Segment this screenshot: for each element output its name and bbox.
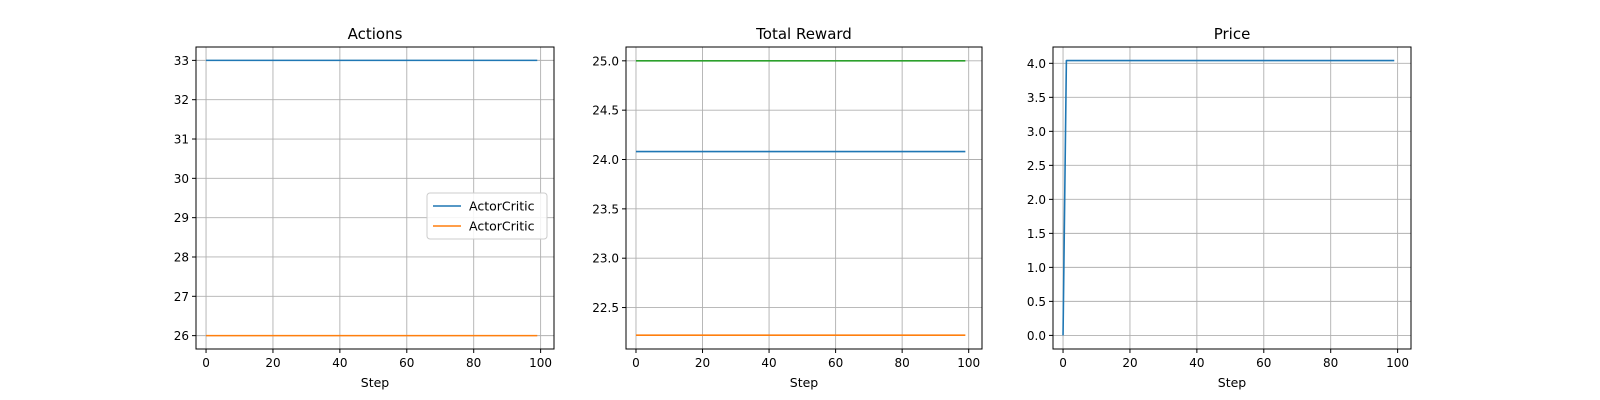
y-tick-label: 1.0 [1027, 261, 1046, 275]
y-tick-label: 0.0 [1027, 329, 1046, 343]
x-tick-label: 20 [695, 356, 710, 370]
legend-label: ActorCritic [469, 219, 535, 234]
x-axis-label: Step [790, 375, 819, 390]
y-tick-label: 31 [174, 133, 189, 147]
y-tick-label: 0.5 [1027, 295, 1046, 309]
chart-panel-2: 0 20 40 60 80 100 22.5 23.0 23.5 24.0 24.5 25.0 Tota… [592, 25, 983, 390]
chart-panel-3: 0 20 40 60 80 100 0.0 0.5 1.0 1.5 2.0 2.5 3.0 3.5 4.0 P… [1027, 25, 1412, 390]
y-tick-label: 22.5 [592, 301, 619, 315]
y-tick-label: 26 [174, 329, 189, 343]
legend-label: ActorCritic [469, 199, 535, 214]
chart-title: Actions [348, 25, 403, 43]
legend-box [426, 192, 548, 240]
x-tick-label: 80 [895, 356, 910, 370]
y-tick-label: 27 [174, 290, 189, 304]
x-tick-label: 40 [761, 356, 776, 370]
x-tick-label: 20 [265, 356, 280, 370]
y-tick-label: 25.0 [592, 54, 619, 68]
y-tick-label: 23.0 [592, 252, 619, 266]
x-tick-label: 60 [399, 356, 414, 370]
x-tick-label: 60 [828, 356, 843, 370]
series-line-1 [1062, 59, 1395, 336]
y-tick-label: 3.5 [1027, 91, 1046, 105]
y-tick-label: 2.0 [1027, 193, 1046, 207]
plot-frame [625, 46, 983, 350]
y-tick-label: 3.0 [1027, 125, 1046, 139]
chart-title: Price [1214, 25, 1251, 43]
x-tick-label: 60 [1256, 356, 1271, 370]
y-tick-label: 23.5 [592, 202, 619, 216]
x-tick-label: 20 [1122, 356, 1137, 370]
chart-panel-1: 0 20 40 60 80 100 26 27 28 29 30 31 32 33 Actions Step A… [174, 25, 555, 390]
x-tick-label: 0 [202, 356, 210, 370]
y-tick-label: 24.5 [592, 104, 619, 118]
legend: ActorCritic ActorCritic [426, 192, 548, 240]
x-tick-label: 100 [1386, 356, 1409, 370]
y-tick-label: 24.0 [592, 153, 619, 167]
x-tick-label: 100 [957, 356, 980, 370]
x-axis-label: Step [1218, 375, 1247, 390]
x-tick-label: 40 [1189, 356, 1204, 370]
y-tick-label: 2.5 [1027, 159, 1046, 173]
plot-frame [195, 46, 555, 350]
x-tick-label: 0 [632, 356, 640, 370]
plot-frame [1052, 46, 1412, 350]
x-tick-label: 80 [1323, 356, 1338, 370]
y-tick-label: 29 [174, 211, 189, 225]
y-tick-label: 33 [174, 54, 189, 68]
y-tick-label: 30 [174, 172, 189, 186]
chart-title: Total Reward [755, 25, 852, 43]
y-tick-label: 1.5 [1027, 227, 1046, 241]
x-tick-label: 0 [1059, 356, 1067, 370]
y-tick-label: 28 [174, 250, 189, 264]
x-tick-label: 80 [466, 356, 481, 370]
y-tick-label: 32 [174, 93, 189, 107]
x-axis-label: Step [361, 375, 390, 390]
y-tick-label: 4.0 [1027, 57, 1046, 71]
x-tick-label: 100 [529, 356, 552, 370]
x-tick-label: 40 [332, 356, 347, 370]
